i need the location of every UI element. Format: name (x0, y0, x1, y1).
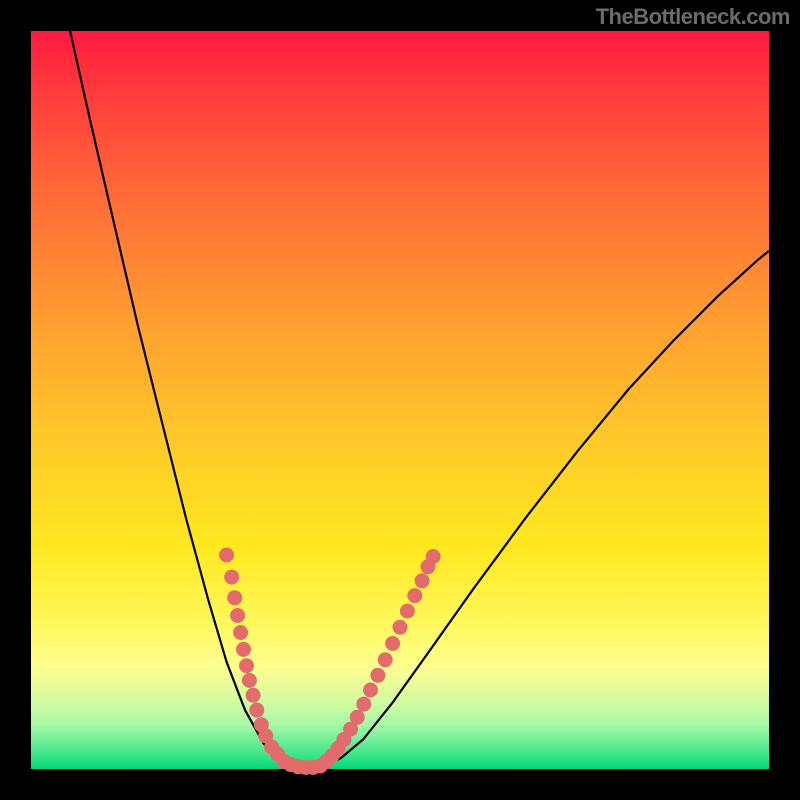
marker-dot (230, 608, 245, 623)
marker-dot (219, 548, 234, 563)
marker-dot (236, 642, 251, 657)
marker-dot (239, 658, 254, 673)
marker-dot (363, 683, 378, 698)
marker-dot (385, 636, 400, 651)
marker-dot (249, 703, 264, 718)
marker-dot (378, 652, 393, 667)
marker-dot (356, 697, 371, 712)
marker-dot (426, 549, 441, 564)
marker-dot (415, 573, 430, 588)
marker-dot (242, 673, 257, 688)
marker-dot (400, 604, 415, 619)
marker-dot (407, 588, 422, 603)
bottleneck-curve (70, 31, 769, 768)
watermark-text: TheBottleneck.com (596, 4, 790, 30)
plot-area (31, 31, 769, 769)
marker-dot (370, 668, 385, 683)
marker-dot (350, 710, 365, 725)
marker-dot (227, 590, 242, 605)
marker-dot (246, 688, 261, 703)
marker-dot (224, 570, 239, 585)
marker-dot (393, 620, 408, 635)
marker-dot (233, 625, 248, 640)
curve-svg (31, 31, 769, 769)
curve-markers (219, 548, 441, 776)
chart-outer: TheBottleneck.com (0, 0, 800, 800)
